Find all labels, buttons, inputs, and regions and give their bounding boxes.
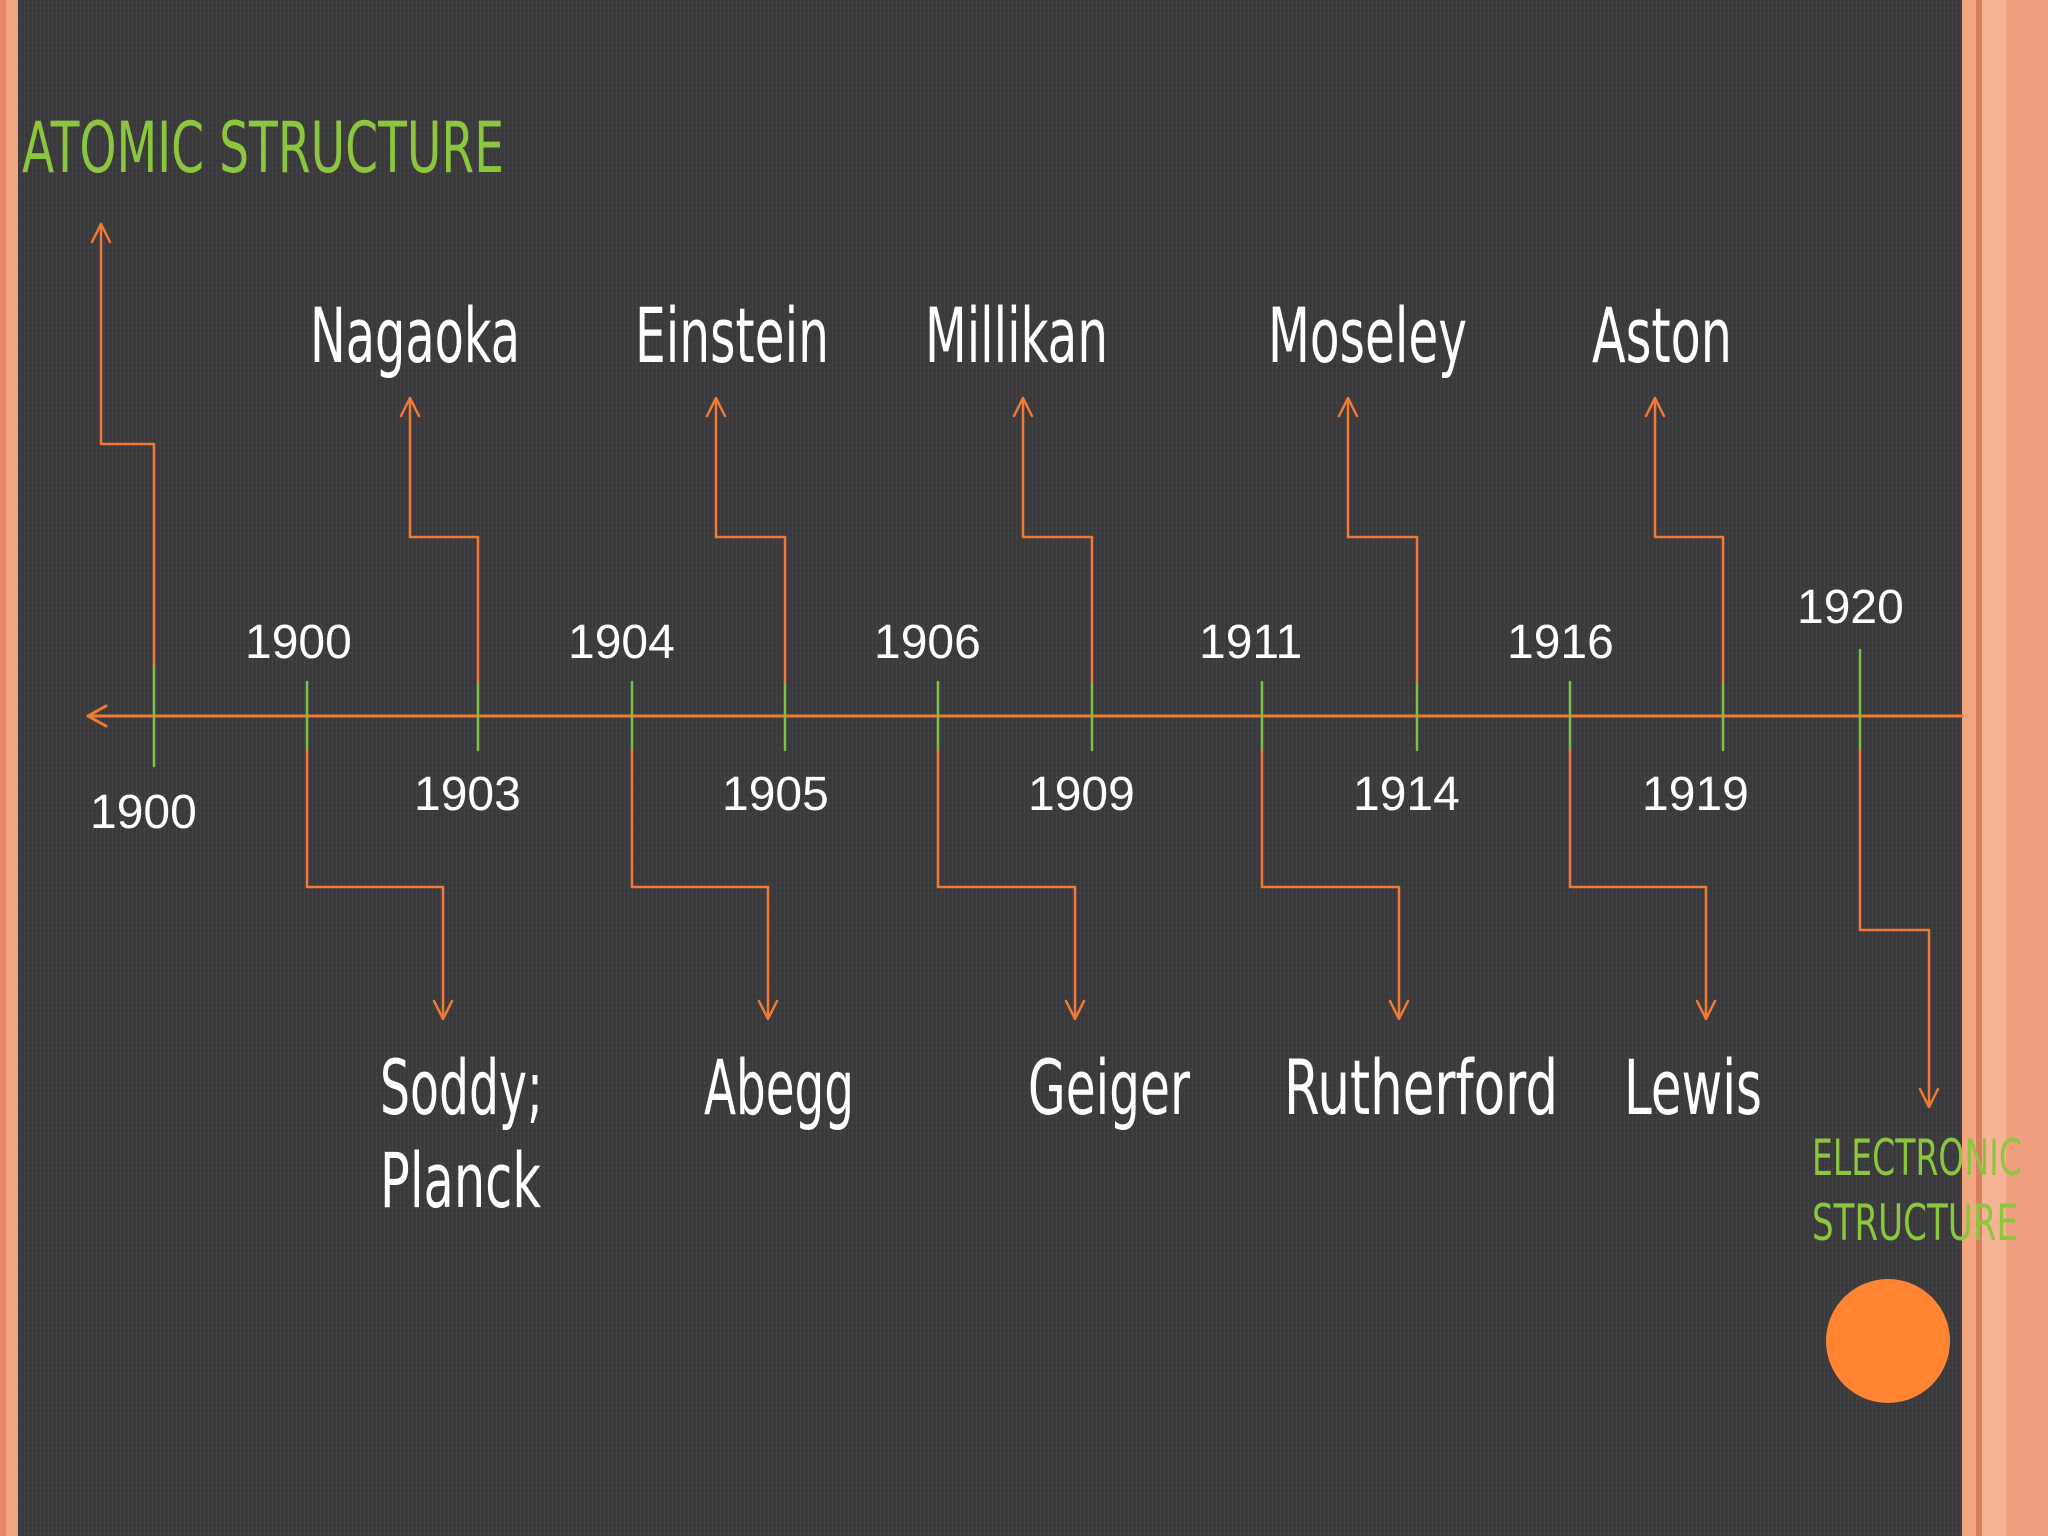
year-label-1903: 1903 bbox=[414, 768, 521, 821]
year-label-1904: 1904 bbox=[568, 616, 675, 669]
scientist-name-einstein: Einstein bbox=[635, 291, 829, 380]
event-connector-1911 bbox=[1260, 680, 1410, 1021]
start-connector bbox=[99, 222, 156, 668]
year-label-1900-start: 1900 bbox=[90, 786, 197, 839]
scientist-name-rutherford: Rutherford bbox=[1284, 1043, 1558, 1132]
start-arrow-icon bbox=[90, 222, 112, 244]
scientist-name-planck: Planck bbox=[380, 1136, 541, 1225]
event-connector-1920 bbox=[1858, 648, 1940, 1109]
scientist-name-aston: Aston bbox=[1592, 291, 1732, 380]
decorative-dot bbox=[1826, 1279, 1950, 1403]
year-label-1909: 1909 bbox=[1028, 768, 1135, 821]
scientist-name-lewis: Lewis bbox=[1624, 1043, 1762, 1132]
event-connector-1909 bbox=[1012, 396, 1094, 752]
year-label-1900-upper: 1900 bbox=[245, 616, 352, 669]
year-label-1919: 1919 bbox=[1642, 768, 1749, 821]
right-stripe-4 bbox=[2006, 0, 2048, 1536]
slide-title: ATOMIC STRUCTURE bbox=[22, 107, 504, 189]
right-stripe-3 bbox=[1982, 0, 2006, 1536]
left-stripe bbox=[0, 0, 6, 1536]
left-stripe-inner bbox=[6, 0, 18, 1536]
event-connector-1914 bbox=[1337, 396, 1419, 752]
event-connector-1905 bbox=[705, 396, 787, 752]
right-stripe-1 bbox=[1962, 0, 1976, 1536]
event-connector-1916 bbox=[1568, 680, 1717, 1021]
scientist-name-geiger: Geiger bbox=[1028, 1043, 1190, 1132]
year-label-1916: 1916 bbox=[1507, 616, 1614, 669]
event-connector-1919 bbox=[1644, 396, 1725, 752]
event-connector-1903 bbox=[399, 396, 480, 752]
year-label-1911: 1911 bbox=[1199, 616, 1302, 669]
year-label-1905: 1905 bbox=[722, 768, 829, 821]
scientist-name-soddy: Soddy; bbox=[380, 1043, 543, 1132]
year-label-1914: 1914 bbox=[1353, 768, 1460, 821]
year-label-1906: 1906 bbox=[874, 616, 981, 669]
event-connector-1900 bbox=[305, 680, 454, 1021]
scientist-name-nagaoka: Nagaoka bbox=[310, 291, 520, 380]
end-label-electronic: ELECTRONIC bbox=[1812, 1129, 2022, 1187]
axis-arrow-left-icon bbox=[86, 704, 108, 728]
right-stripe-2 bbox=[1976, 0, 1982, 1536]
scientist-name-millikan: Millikan bbox=[925, 291, 1108, 380]
scientist-name-moseley: Moseley bbox=[1268, 291, 1467, 380]
event-connector-1906 bbox=[936, 680, 1086, 1021]
scientist-name-abegg: Abegg bbox=[704, 1043, 854, 1132]
end-label-structure: STRUCTURE bbox=[1812, 1194, 2018, 1252]
event-connector-1904 bbox=[630, 680, 779, 1021]
year-label-1920: 1920 bbox=[1797, 581, 1904, 634]
